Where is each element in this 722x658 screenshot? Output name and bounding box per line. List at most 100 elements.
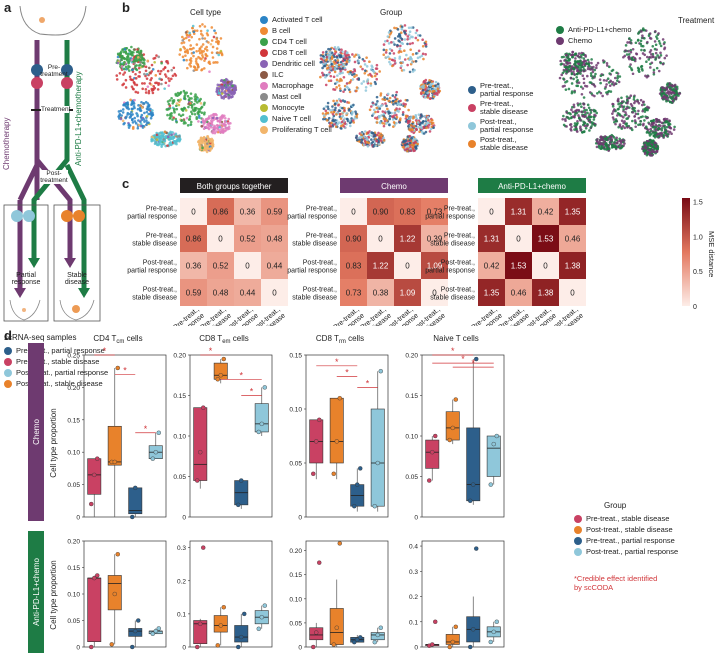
umap-point [579, 128, 583, 132]
data-point [89, 501, 94, 507]
data-point [331, 642, 336, 647]
heatmap-value: 0.46 [511, 289, 527, 298]
umap-point [329, 60, 332, 63]
umap-point [150, 63, 154, 67]
umap-point [660, 90, 664, 93]
umap-point [201, 56, 205, 59]
umap-point [659, 44, 663, 48]
umap-point [392, 121, 396, 124]
umap-point [330, 57, 334, 61]
legend-dot-icon [260, 48, 268, 57]
data-point [236, 502, 241, 508]
data-point [239, 634, 244, 640]
umap-point [182, 45, 185, 49]
box [254, 403, 269, 433]
umap-point [197, 49, 201, 53]
umap-point [677, 94, 680, 97]
umap-point [570, 82, 574, 85]
umap-point [587, 115, 591, 119]
umap-point [393, 56, 397, 60]
umap-point [384, 56, 388, 59]
umap-point [424, 53, 427, 56]
umap-point [424, 40, 428, 44]
y-tick-label: 0.2 [177, 578, 186, 585]
umap-point [399, 99, 402, 103]
umap-point [594, 114, 597, 117]
umap-point [198, 24, 202, 28]
data-point [430, 642, 435, 647]
umap-point [174, 92, 178, 96]
umap-point [374, 103, 378, 106]
umap-point [178, 137, 182, 141]
umap-point [212, 112, 216, 116]
umap-point [431, 121, 435, 125]
y-tick-label: 0.05 [289, 620, 302, 627]
group-legend-label: Pre-treat., partial response [480, 81, 534, 98]
umap-point [329, 47, 332, 51]
umap-point [357, 59, 360, 63]
umap-point [190, 97, 193, 100]
umap-point [407, 26, 411, 30]
treatment-legend-label: Anti-PD-L1+chemo [568, 25, 632, 34]
umap-point [660, 129, 664, 132]
umap-point [182, 58, 186, 62]
umap-point [409, 57, 413, 60]
umap-point [611, 105, 615, 108]
umap-point [664, 129, 668, 133]
umap-point [140, 113, 144, 117]
umap-point [421, 38, 424, 41]
heatmap-value: 1.22 [373, 262, 389, 271]
umap-point [233, 91, 237, 95]
data-point [221, 356, 226, 362]
umap-point [215, 130, 218, 133]
umap-point [324, 62, 327, 65]
heatmap-cell [207, 279, 234, 306]
data-point [201, 545, 206, 550]
umap-point [138, 109, 142, 112]
umap-point [331, 112, 335, 116]
umap-point [643, 143, 647, 147]
umap-point [206, 117, 209, 121]
umap-point [127, 69, 131, 72]
umap-point [659, 124, 662, 128]
heatmap-cell [559, 198, 586, 225]
heatmap-cell [559, 225, 586, 252]
umap-point [174, 117, 178, 121]
umap-point [200, 57, 203, 61]
umap-point [609, 136, 612, 139]
umap-point [649, 150, 652, 154]
umap-point [357, 136, 361, 140]
heatmap-cell [261, 198, 288, 225]
umap-point [586, 74, 589, 78]
umap-point [406, 121, 410, 125]
umap-point [186, 66, 189, 70]
umap-point [608, 72, 611, 75]
umap-point [407, 125, 410, 128]
pre-partial-dot [31, 64, 43, 76]
umap-point [384, 102, 387, 105]
umap-point [186, 124, 190, 127]
umap-point [560, 73, 564, 77]
umap-point [424, 78, 428, 82]
umap-point [342, 90, 345, 93]
credible-note: Credible effect identified by scCODA [574, 574, 658, 592]
umap-point [176, 99, 180, 102]
umap-point [409, 123, 413, 127]
heatmap-value: 0.52 [240, 235, 256, 244]
umap-point [678, 92, 682, 95]
umap-point [423, 114, 427, 118]
umap-point [642, 100, 645, 104]
umap-point [352, 72, 356, 76]
umap-point [650, 132, 653, 136]
umap-point [602, 142, 605, 146]
umap-point [375, 77, 379, 81]
umap-point [386, 39, 389, 43]
umap-point [227, 125, 231, 128]
heatmap-row-label: partial response [425, 214, 475, 221]
umap-point [175, 102, 179, 105]
umap-point [647, 148, 651, 152]
data-point [317, 560, 322, 565]
colorbar-tick: 0 [693, 304, 697, 311]
umap-point [185, 33, 189, 36]
umap-point [637, 32, 640, 35]
